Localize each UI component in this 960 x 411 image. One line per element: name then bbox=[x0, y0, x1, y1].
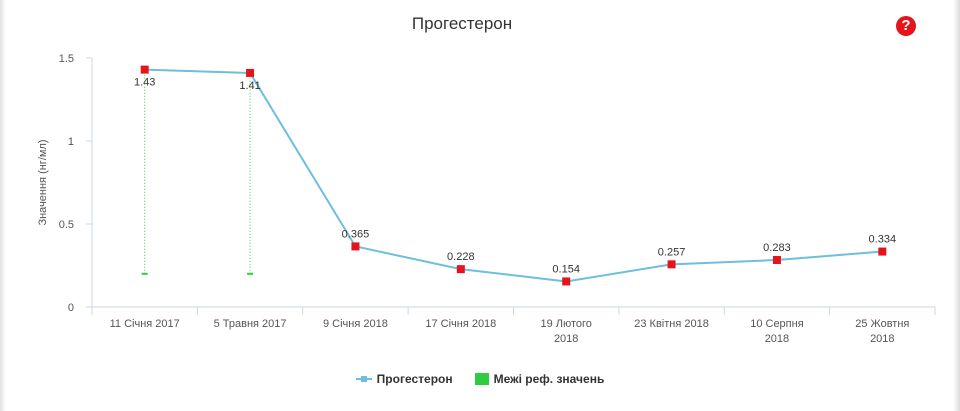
data-point bbox=[456, 265, 465, 274]
x-tick-label: 2018 bbox=[765, 333, 789, 345]
legend-label-reference-range: Межі реф. значень bbox=[493, 372, 605, 386]
y-tick-label: 1 bbox=[68, 136, 74, 148]
legend-box-swatch bbox=[474, 373, 489, 385]
x-tick-label: 17 Січня 2018 bbox=[425, 318, 496, 330]
data-point bbox=[246, 68, 255, 77]
x-tick-label: 23 Квітня 2018 bbox=[634, 318, 709, 330]
data-label: 0.228 bbox=[447, 251, 475, 263]
data-label: 0.283 bbox=[763, 242, 791, 254]
legend-line-swatch bbox=[355, 376, 372, 382]
y-axis-title: Значення (нг/мл) bbox=[37, 139, 49, 225]
data-point bbox=[140, 65, 149, 74]
x-tick-label: 9 Січня 2018 bbox=[323, 318, 388, 330]
data-label: 0.257 bbox=[658, 246, 686, 258]
series-line bbox=[144, 68, 883, 283]
legend-item-progesterone[interactable]: Прогестерон bbox=[355, 372, 453, 386]
data-point bbox=[878, 247, 887, 256]
right-border bbox=[953, 0, 960, 411]
y-tick-label: 1.5 bbox=[59, 53, 74, 65]
data-label: 1.41 bbox=[239, 80, 260, 92]
help-icon[interactable]: ? bbox=[896, 16, 916, 36]
legend: Прогестерон Межі реф. значень bbox=[0, 372, 960, 386]
x-tick-label: 5 Травня 2017 bbox=[214, 318, 287, 330]
data-label: 1.43 bbox=[134, 77, 155, 89]
data-label: 0.365 bbox=[342, 228, 370, 240]
data-point bbox=[562, 277, 571, 286]
legend-label-progesterone: Прогестерон bbox=[376, 372, 453, 386]
x-tick-label: 2018 bbox=[870, 333, 894, 345]
data-point bbox=[351, 242, 360, 251]
y-tick-label: 0 bbox=[68, 302, 74, 314]
legend-item-reference-range[interactable]: Межі реф. значень bbox=[474, 372, 605, 386]
chart-title: Прогестерон bbox=[411, 14, 513, 33]
data-point bbox=[772, 256, 781, 265]
x-tick-label: 10 Серпня bbox=[750, 318, 804, 330]
data-label: 0.334 bbox=[869, 234, 897, 246]
left-border bbox=[0, 0, 6, 411]
y-tick-label: 0.5 bbox=[59, 219, 74, 231]
x-tick-label: 11 Січня 2017 bbox=[110, 318, 180, 330]
x-tick-label: 2018 bbox=[554, 333, 578, 345]
data-label: 0.154 bbox=[552, 263, 580, 275]
x-tick-label: 19 Лютого bbox=[540, 318, 591, 330]
x-tick-label: 25 Жовтня bbox=[855, 318, 909, 330]
data-point bbox=[667, 260, 676, 269]
